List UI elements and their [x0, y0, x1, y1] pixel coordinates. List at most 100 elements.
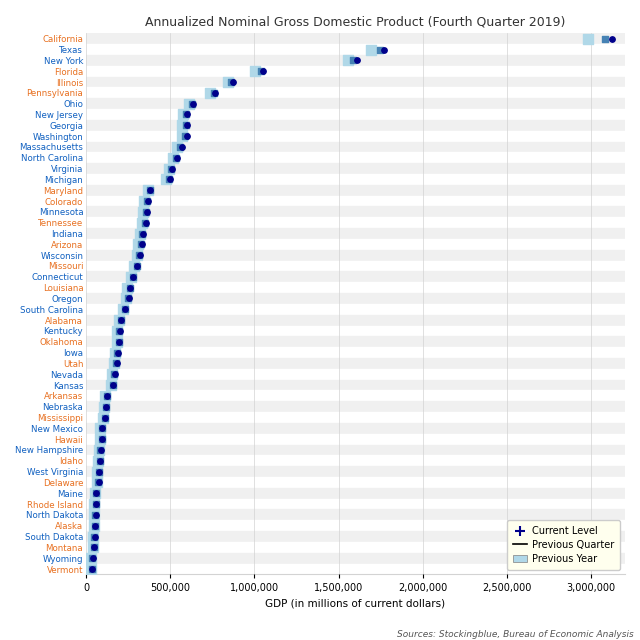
Bar: [86, 477, 625, 488]
Point: [226, 77, 236, 87]
Point: [125, 282, 135, 292]
Point: [181, 109, 191, 120]
Point: [95, 434, 106, 444]
Bar: [86, 553, 625, 564]
Point: [91, 499, 101, 509]
Point: [118, 304, 128, 314]
Point: [120, 304, 130, 314]
Point: [86, 564, 97, 574]
Point: [86, 553, 97, 563]
Point: [95, 445, 106, 455]
Bar: [86, 390, 625, 401]
Bar: [86, 66, 625, 77]
Point: [178, 109, 188, 120]
Point: [91, 488, 101, 499]
Point: [125, 282, 136, 292]
Point: [141, 207, 151, 217]
Bar: [86, 499, 625, 509]
Point: [100, 391, 110, 401]
Point: [108, 380, 118, 390]
Bar: [86, 531, 625, 542]
Point: [120, 304, 131, 314]
Bar: [86, 337, 625, 347]
Point: [582, 34, 593, 44]
Point: [97, 423, 108, 433]
Point: [95, 445, 106, 455]
Point: [128, 272, 138, 282]
Bar: [86, 564, 625, 575]
Point: [95, 456, 105, 466]
Bar: [86, 293, 625, 304]
Point: [90, 520, 100, 531]
Point: [138, 207, 148, 217]
Bar: [86, 347, 625, 358]
Bar: [86, 466, 625, 477]
Point: [375, 44, 385, 54]
Point: [145, 185, 155, 195]
Bar: [86, 99, 625, 109]
Point: [102, 391, 112, 401]
Point: [93, 477, 104, 488]
Title: Annualized Nominal Gross Domestic Product (Fourth Quarter 2019): Annualized Nominal Gross Domestic Produc…: [145, 15, 566, 28]
Point: [107, 369, 117, 380]
Point: [95, 423, 106, 433]
Point: [172, 142, 182, 152]
Point: [97, 423, 107, 433]
Point: [102, 391, 112, 401]
Bar: [86, 120, 625, 131]
Point: [90, 531, 100, 541]
Bar: [86, 163, 625, 174]
Bar: [86, 488, 625, 499]
Point: [256, 66, 266, 76]
Point: [114, 315, 124, 325]
Bar: [86, 456, 625, 466]
Point: [90, 520, 100, 531]
Bar: [86, 542, 625, 553]
Point: [86, 564, 96, 574]
Point: [600, 34, 610, 44]
Point: [138, 228, 148, 239]
Point: [111, 358, 122, 369]
Point: [88, 531, 99, 541]
Bar: [86, 196, 625, 207]
Point: [116, 315, 127, 325]
Bar: [86, 109, 625, 120]
Bar: [86, 369, 625, 380]
Point: [171, 153, 181, 163]
Text: Sources: Stockingblue, Bureau of Economic Analysis: Sources: Stockingblue, Bureau of Economi…: [397, 630, 634, 639]
Point: [106, 380, 116, 390]
Bar: [86, 174, 625, 185]
Point: [175, 142, 186, 152]
Point: [89, 542, 99, 552]
Bar: [86, 152, 625, 163]
Point: [98, 412, 108, 422]
Point: [131, 261, 141, 271]
Bar: [86, 358, 625, 369]
Point: [90, 499, 100, 509]
Point: [90, 542, 100, 552]
Point: [111, 358, 121, 369]
Point: [165, 174, 175, 184]
Bar: [86, 218, 625, 228]
Bar: [86, 282, 625, 293]
Point: [110, 348, 120, 358]
Bar: [86, 33, 625, 44]
Point: [366, 44, 376, 54]
Point: [250, 66, 260, 76]
Point: [184, 99, 194, 109]
Point: [228, 77, 239, 87]
Point: [143, 185, 153, 195]
Point: [91, 499, 101, 509]
Point: [115, 337, 125, 347]
Point: [125, 272, 136, 282]
Bar: [86, 326, 625, 337]
Point: [380, 44, 390, 54]
Point: [113, 337, 124, 347]
Bar: [86, 520, 625, 531]
Point: [136, 239, 147, 250]
Point: [177, 131, 187, 141]
Point: [140, 218, 150, 228]
Point: [135, 250, 145, 260]
Point: [109, 369, 120, 380]
Point: [88, 553, 98, 563]
